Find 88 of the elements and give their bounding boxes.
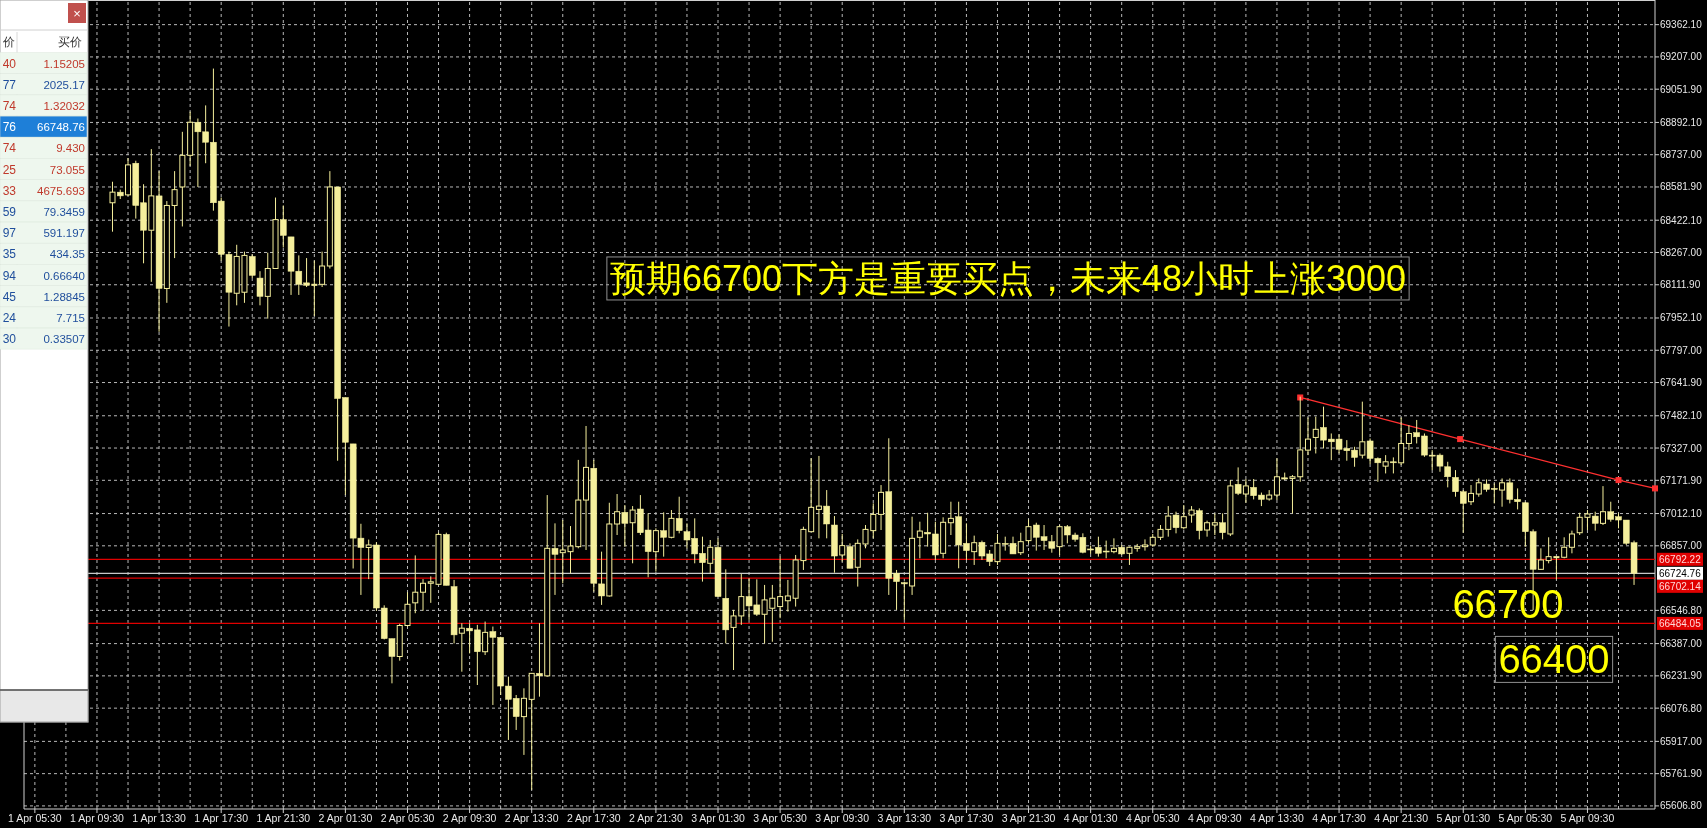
x-tick-label: 4 Apr 13:30 xyxy=(1250,812,1304,824)
ref-line-label: 66484.05 xyxy=(1659,617,1702,629)
annotation: 66400 xyxy=(1498,637,1610,682)
text: 59 xyxy=(2,204,17,219)
annotation: 1.28845 xyxy=(43,290,85,303)
x-tick-label: 2 Apr 05:30 xyxy=(380,812,435,824)
y-tick-label: 65917.00 xyxy=(1660,735,1703,747)
ref-line-label: 66702.14 xyxy=(1659,580,1702,592)
text: 74 xyxy=(2,141,17,156)
x-tick-label: 4 Apr 05:30 xyxy=(1125,812,1180,824)
annotation: 66700 xyxy=(1452,582,1564,627)
y-tick-label: 66546.80 xyxy=(1660,604,1703,616)
x-tick-label: 1 Apr 13:30 xyxy=(132,812,187,824)
text: 97 xyxy=(2,226,17,241)
y-tick-label: 68267.00 xyxy=(1660,246,1703,258)
x-tick-label: 4 Apr 17:30 xyxy=(1312,812,1367,824)
annotation: 66748.76 xyxy=(37,121,85,134)
x-tick-label: 4 Apr 09:30 xyxy=(1187,812,1242,824)
y-tick-label: 66387.00 xyxy=(1660,638,1703,650)
annotation: 73.055 xyxy=(49,163,85,176)
text: 45 xyxy=(2,289,17,304)
x-tick-label: 1 Apr 17:30 xyxy=(194,812,249,824)
y-tick-label: 67797.00 xyxy=(1660,344,1703,356)
annotation: 434.35 xyxy=(49,248,85,261)
text: 价 xyxy=(2,35,15,49)
text: 77 xyxy=(2,77,17,92)
x-tick-label: 3 Apr 01:30 xyxy=(691,812,746,824)
annotation: 7.715 xyxy=(56,311,85,324)
x-tick-label: 2 Apr 09:30 xyxy=(442,812,497,824)
y-tick-label: 69207.00 xyxy=(1660,51,1703,63)
annotation: 1.15205 xyxy=(43,57,85,70)
x-tick-label: 1 Apr 05:30 xyxy=(8,812,62,824)
x-tick-label: 4 Apr 21:30 xyxy=(1374,812,1429,824)
annotation: 4675.693 xyxy=(37,184,85,197)
y-tick-label: 67171.90 xyxy=(1660,474,1703,486)
y-tick-label: 66857.00 xyxy=(1660,540,1703,552)
annotation: 2025.17 xyxy=(43,78,85,91)
annotation: 0.66640 xyxy=(43,269,85,282)
text: 76 xyxy=(2,120,17,135)
x-tick-label: 3 Apr 17:30 xyxy=(939,812,994,824)
y-tick-label: 68422.10 xyxy=(1660,214,1703,226)
annotation: 9.430 xyxy=(56,142,85,155)
y-tick-label: 67327.00 xyxy=(1660,442,1703,454)
x-tick-label: 3 Apr 21:30 xyxy=(1001,812,1056,824)
y-tick-label: 69362.10 xyxy=(1660,19,1703,31)
annotation: 79.3459 xyxy=(43,205,85,218)
x-tick-label: 5 Apr 09:30 xyxy=(1560,812,1615,824)
annotation: 1.32032 xyxy=(43,99,85,112)
annotation: 0.33507 xyxy=(43,333,85,346)
annotation: × xyxy=(73,6,81,21)
x-tick-label: 1 Apr 21:30 xyxy=(256,812,311,824)
ref-line-label: 66724.76 xyxy=(1659,567,1702,579)
text: 40 xyxy=(2,56,17,71)
y-tick-label: 65761.90 xyxy=(1660,768,1703,780)
y-tick-label: 67641.90 xyxy=(1660,377,1703,389)
ref-line-label: 66792.22 xyxy=(1659,553,1702,565)
x-tick-label: 3 Apr 09:30 xyxy=(815,812,870,824)
y-tick-label: 65606.80 xyxy=(1660,800,1703,812)
y-tick-label: 68892.10 xyxy=(1660,116,1703,128)
x-tick-label: 4 Apr 01:30 xyxy=(1063,812,1118,824)
text: 35 xyxy=(2,247,17,262)
x-tick-label: 3 Apr 05:30 xyxy=(753,812,808,824)
y-tick-label: 68581.90 xyxy=(1660,181,1703,193)
x-tick-label: 5 Apr 01:30 xyxy=(1436,812,1491,824)
y-tick-label: 68737.00 xyxy=(1660,149,1703,161)
annotation: 预期66700下方是重要买点，未来48小时上涨3000 xyxy=(609,257,1407,299)
x-tick-label: 2 Apr 17:30 xyxy=(566,812,621,824)
text: 33 xyxy=(2,183,17,198)
x-tick-label: 2 Apr 01:30 xyxy=(318,812,373,824)
text: 74 xyxy=(2,98,17,113)
y-tick-label: 68111.90 xyxy=(1660,279,1701,291)
y-tick-label: 69051.90 xyxy=(1660,83,1703,95)
y-tick-label: 67952.10 xyxy=(1660,312,1703,324)
y-tick-label: 66076.80 xyxy=(1660,702,1703,714)
y-tick-label: 67012.10 xyxy=(1660,508,1703,520)
x-tick-label: 2 Apr 13:30 xyxy=(504,812,559,824)
text: 25 xyxy=(2,162,17,177)
y-tick-label: 67482.10 xyxy=(1660,410,1703,422)
annotation: 买价 xyxy=(58,35,82,49)
x-tick-label: 1 Apr 09:30 xyxy=(70,812,124,824)
x-tick-label: 2 Apr 21:30 xyxy=(629,812,683,824)
text: 30 xyxy=(2,332,17,347)
x-tick-label: 3 Apr 13:30 xyxy=(877,812,932,824)
x-tick-label: 5 Apr 05:30 xyxy=(1498,812,1553,824)
text: 94 xyxy=(2,268,17,283)
text: 24 xyxy=(2,310,17,325)
annotation: 591.197 xyxy=(43,227,85,240)
y-tick-label: 66231.90 xyxy=(1660,670,1703,682)
